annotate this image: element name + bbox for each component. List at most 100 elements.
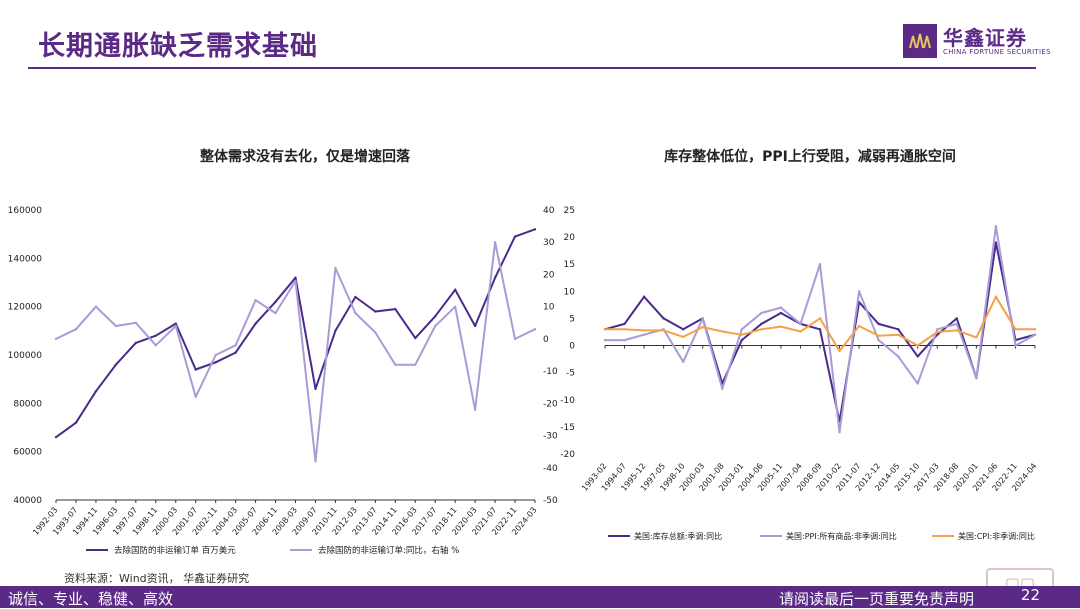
logo-mark-icon: [903, 24, 937, 58]
chart1-series-0-point: [434, 315, 437, 318]
chart1-right-tick-label: 10: [543, 303, 555, 313]
chart1-series-0-point: [473, 324, 477, 328]
chart1-series-1-point: [354, 311, 357, 315]
chart2-series-0-point: [877, 322, 880, 326]
chart2-series-1-point: [740, 328, 744, 331]
chart2-series-2-point: [779, 325, 783, 328]
chart1-series-1-point: [134, 321, 138, 324]
chart1-left-tick-label: 80000: [13, 399, 42, 409]
chart2-series-1-point: [603, 338, 607, 342]
chart2-series-0-point: [740, 338, 744, 342]
chart2-series-0-point: [916, 355, 919, 358]
chart1-series-1-point: [274, 311, 277, 315]
chart1-series-0-point: [234, 351, 237, 354]
chart2-series-1-point: [838, 431, 841, 434]
chart2-y-tick-label: -5: [566, 369, 575, 379]
chart2-series-0-point: [642, 295, 646, 298]
chart2-y-tick-label: 15: [564, 260, 575, 270]
chart1-left-tick-label: 100000: [8, 351, 43, 361]
chart2-series-2-point: [1033, 328, 1037, 331]
chart2-series-2-point: [760, 328, 763, 331]
chart2-series-2-point: [916, 344, 919, 347]
chart2-legend-label: 美国:PPI:所有商品:非季调:同比: [786, 531, 897, 541]
chart2-series-1-point: [916, 382, 919, 385]
chart1-series-1-point: [174, 324, 177, 328]
footer-bar: 诚信、专业、稳健、高效 请阅读最后一页重要免责声明 22: [0, 586, 1080, 608]
slide-title: 长期通胀缺乏需求基础: [38, 31, 318, 62]
chart1-series-1-point: [74, 328, 78, 331]
chart2-series-2-point: [857, 324, 861, 328]
footer-disclaimer[interactable]: 请阅读最后一页重要免责声明: [778, 590, 974, 608]
chart2-series-2-point: [877, 334, 880, 337]
chart2-series-0-point: [896, 328, 900, 331]
chart2-series-2-point: [936, 330, 939, 334]
chart2-svg: 2520151050-5-10-15-201993-021994-071995-…: [560, 206, 1038, 541]
chart1-series-1-point: [453, 305, 457, 308]
chart2-series-2-point: [740, 333, 744, 336]
chart2-series-1-point: [1033, 333, 1037, 336]
chart2-y-tick-label: 0: [569, 342, 575, 352]
chart1-left-tick-label: 120000: [8, 303, 43, 313]
chart2-series-1-point: [955, 322, 959, 326]
chart2-series-2-point: [721, 330, 724, 333]
chart2-series-1-point: [623, 338, 626, 342]
chart2-series-0-point: [818, 328, 822, 331]
chart2-series-line-2: [605, 295, 1035, 352]
chart1-series-1-point: [414, 363, 417, 366]
chart2-series-2-point: [701, 325, 704, 329]
chart1-right-tick-label: 0: [543, 335, 549, 345]
footer-slogan: 诚信、专业、稳健、高效: [8, 590, 174, 608]
chart1-right-tick-label: 20: [543, 270, 555, 280]
chart1-series-1-point: [493, 241, 497, 244]
chart1-series-1-point: [434, 324, 437, 328]
chart1-right-tick-label: 40: [543, 206, 555, 216]
chart1-series-0-point: [493, 276, 497, 279]
chart1-left-tick-label: 140000: [8, 254, 43, 264]
chart1-series-1-point: [513, 337, 517, 341]
chart1-right-tick-label: -50: [543, 496, 558, 506]
chart2-series-2-point: [681, 335, 685, 339]
chart1-right-tick-label: 30: [543, 238, 555, 248]
chart2-series-1-point: [994, 225, 998, 228]
chart2-series-1-point: [779, 306, 783, 309]
chart1-series-1-point: [314, 460, 317, 463]
chart1-series-0-point: [314, 387, 317, 391]
chart2-series-2-point: [1014, 328, 1017, 331]
chart1-series-1-point: [533, 328, 537, 331]
chart1-series-0-point: [134, 341, 138, 345]
company-logo: 华鑫证券 CHINA FORTUNE SECURITIES: [903, 22, 1051, 62]
chart1-series-1-point: [374, 331, 377, 334]
title-divider: [28, 67, 1036, 69]
chart1-series-1-point: [234, 344, 237, 347]
chart2-series-2-point: [642, 329, 646, 332]
chart2-series-2-point: [799, 330, 802, 333]
chart2-series-2-point: [838, 349, 841, 353]
chart1-right-tick-label: -10: [543, 367, 558, 377]
chart2-y-tick-label: -15: [560, 423, 575, 433]
chart1-left-tick-label: 60000: [13, 448, 42, 458]
chart2-series-2-point: [994, 295, 998, 298]
chart1-series-0-point: [154, 334, 157, 337]
chart2-series-1-point: [857, 290, 861, 293]
chart1-series-0-point: [274, 300, 277, 304]
chart2-y-tick-label: 20: [564, 233, 576, 243]
chart2-series-1-point: [1014, 344, 1017, 347]
chart1-right-tick-label: -20: [543, 399, 558, 409]
chart1-series-0-point: [354, 295, 357, 299]
chart2-series-2-point: [623, 328, 626, 331]
chart1-series-0-point: [254, 322, 257, 325]
chart1-series-1-point: [394, 363, 397, 366]
chart1-series-0-point: [334, 329, 337, 333]
chart2-series-2-point: [975, 336, 978, 339]
chart1-series-0-point: [513, 235, 517, 238]
chart1-series-0-point: [114, 363, 118, 366]
chart2-series-1-point: [681, 360, 685, 364]
chart1-series-0-point: [74, 421, 78, 424]
chart2-series-1-point: [721, 387, 724, 391]
chart1-legend-label: 去除国防的非运输订单:同比，右轴 %: [318, 545, 459, 556]
chart1-series-0-point: [374, 310, 377, 313]
chart1-series-0-point: [214, 361, 217, 364]
chart1-title: 整体需求没有去化，仅是增速回落: [200, 149, 410, 165]
chart1-left-tick-label: 40000: [13, 496, 42, 506]
chart2-legend-label: 美国:库存总额:季调:同比: [634, 531, 722, 541]
